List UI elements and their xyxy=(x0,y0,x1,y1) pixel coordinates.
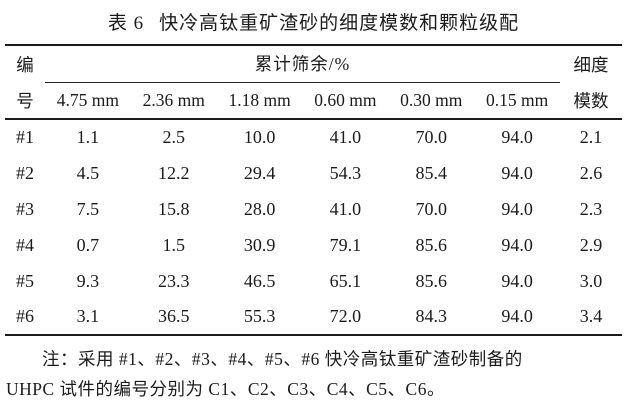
residue-value: 94.0 xyxy=(501,162,533,183)
table-note-line-1: 注：采用 #1、#2、#3、#4、#5、#6 快冷高钛重矿渣砂制备的 xyxy=(42,349,523,369)
residue-value: 85.6 xyxy=(415,234,447,255)
header-row-sizes: 号 4.75 mm 2.36 mm 1.18 mm 0.60 mm 0.30 m… xyxy=(5,82,622,120)
table-row: #6 3.1 36.5 55.3 72.0 84.3 94.0 3.4 xyxy=(5,299,622,335)
residue-value: 23.3 xyxy=(157,270,190,291)
residue-value: 2.5 xyxy=(162,127,185,147)
residue-value: 94.0 xyxy=(501,306,533,326)
table-row: #3 7.5 15.8 28.0 41.0 70.0 94.0 2.3 xyxy=(5,191,622,227)
table-row: #4 0.7 1.5 30.9 79.1 85.6 94.0 2.9 xyxy=(5,227,622,263)
table-row: #2 4.5 12.2 29.4 54.3 85.4 94.0 2.6 xyxy=(5,155,622,191)
residue-value: 10.0 xyxy=(243,127,276,147)
residue-value: 85.6 xyxy=(415,270,447,291)
table-note-line-2: UHPC 试件的编号分别为 C1、C2、C3、C4、C5、C6。 xyxy=(6,378,445,399)
residue-value: 94.0 xyxy=(501,234,533,255)
residue-value: 29.4 xyxy=(243,162,276,183)
residue-value: 85.4 xyxy=(415,162,447,183)
cumulative-residue-group-header: 累计筛余/% xyxy=(45,45,560,83)
residue-value: 46.5 xyxy=(243,270,276,291)
specimen-id: #3 xyxy=(16,198,34,219)
specimen-id: #1 xyxy=(16,127,34,147)
specimen-id: #2 xyxy=(16,162,34,183)
specimen-id: #6 xyxy=(16,306,34,326)
table-caption: 表 6 快冷高钛重矿渣砂的细度模数和颗粒级配 xyxy=(5,9,622,44)
residue-value: 7.5 xyxy=(76,198,100,219)
residue-value: 79.1 xyxy=(329,234,362,255)
fm-header-bottom: 模数 xyxy=(560,82,622,120)
sieve-size-header: 4.75 mm xyxy=(45,82,131,120)
table-caption-title: 快冷高钛重矿渣砂的细度模数和颗粒级配 xyxy=(159,13,520,34)
residue-value: 12.2 xyxy=(157,162,190,183)
fm-header-top: 细度 xyxy=(573,54,609,75)
fineness-modulus: 2.9 xyxy=(579,234,603,255)
residue-value: 70.0 xyxy=(415,198,447,219)
residue-value: 94.0 xyxy=(501,270,533,291)
header-row-group: 编 累计筛余/% 细度 xyxy=(5,45,622,83)
id-header-top: 编 xyxy=(16,54,34,75)
residue-value: 94.0 xyxy=(501,127,533,147)
fineness-modulus: 2.1 xyxy=(579,127,603,147)
sieve-size-header: 0.60 mm xyxy=(302,82,389,120)
residue-value: 30.9 xyxy=(243,234,276,255)
residue-value: 84.3 xyxy=(415,306,447,326)
residue-value: 41.0 xyxy=(329,127,362,147)
residue-value: 28.0 xyxy=(243,198,276,219)
residue-value: 36.5 xyxy=(157,306,190,326)
specimen-id: #5 xyxy=(16,270,34,291)
table-row: #5 9.3 23.3 46.5 65.1 85.6 94.0 3.0 xyxy=(5,263,622,299)
sieve-size-header: 0.15 mm xyxy=(474,82,560,120)
residue-value: 65.1 xyxy=(329,270,362,291)
residue-value: 54.3 xyxy=(329,162,362,183)
table-row: #1 1.1 2.5 10.0 41.0 70.0 94.0 2.1 xyxy=(5,119,622,155)
sieve-size-header: 0.30 mm xyxy=(388,82,475,120)
residue-value: 72.0 xyxy=(329,306,362,326)
fineness-modulus: 2.3 xyxy=(579,198,603,219)
residue-value: 0.7 xyxy=(76,234,100,255)
table-caption-label: 表 6 xyxy=(107,13,145,34)
table-note: 注：采用 #1、#2、#3、#4、#5、#6 快冷高钛重矿渣砂制备的 UHPC … xyxy=(5,345,622,404)
residue-value: 70.0 xyxy=(415,127,447,147)
residue-value: 15.8 xyxy=(157,198,190,219)
residue-value: 4.5 xyxy=(76,162,100,183)
fineness-modulus: 3.4 xyxy=(579,306,603,326)
id-header-bottom: 号 xyxy=(5,82,45,120)
residue-value: 94.0 xyxy=(501,198,533,219)
fineness-modulus: 3.0 xyxy=(579,270,603,291)
residue-value: 9.3 xyxy=(76,270,100,291)
residue-value: 3.1 xyxy=(76,306,100,326)
specimen-id: #4 xyxy=(16,234,34,255)
residue-value: 55.3 xyxy=(243,306,276,326)
sieve-residue-table: 编 累计筛余/% 细度 号 4.75 mm 2.36 mm 1.18 mm 0.… xyxy=(5,44,622,336)
sieve-size-header: 2.36 mm xyxy=(130,82,217,120)
residue-value: 1.1 xyxy=(76,127,100,147)
sieve-size-header: 1.18 mm xyxy=(216,82,303,120)
residue-value: 41.0 xyxy=(329,198,362,219)
fineness-modulus: 2.6 xyxy=(579,162,603,183)
residue-value: 1.5 xyxy=(162,234,185,255)
